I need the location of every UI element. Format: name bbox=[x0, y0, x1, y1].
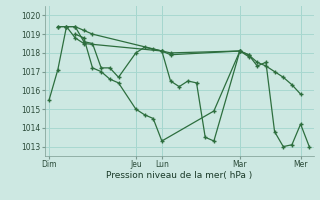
X-axis label: Pression niveau de la mer( hPa ): Pression niveau de la mer( hPa ) bbox=[106, 171, 252, 180]
